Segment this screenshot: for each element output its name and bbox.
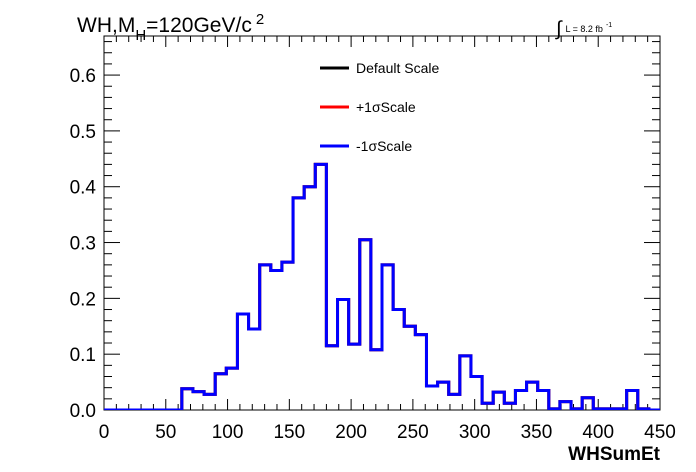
x-tick-label: 200 <box>335 422 367 443</box>
x-tick-label: 400 <box>582 422 614 443</box>
legend-label-2: -1σScale <box>356 138 412 154</box>
y-tick-label: 0.6 <box>70 66 96 87</box>
legend-label-0: Default Scale <box>356 60 439 76</box>
legend-label-1: +1σScale <box>356 99 416 115</box>
series-line-2 <box>104 162 660 410</box>
x-axis-title: WHSumEt <box>568 444 661 465</box>
y-tick-label: 0.2 <box>70 289 96 310</box>
lumi-text: L = 8.2 fb <box>565 24 602 34</box>
y-tick-label: 0.5 <box>70 122 96 143</box>
x-tick-label: 50 <box>155 422 176 443</box>
plot-frame <box>103 35 661 411</box>
x-tick-label: 250 <box>397 422 429 443</box>
y-tick-label: 0.4 <box>70 178 97 199</box>
x-tick-label: 450 <box>644 422 676 443</box>
x-tick-label: 150 <box>273 422 305 443</box>
x-tick-labels: 0 50 100 150 200 250 300 350 400 450 <box>99 422 676 443</box>
x-tick-label: 300 <box>459 422 491 443</box>
lumi-superscript: -1 <box>606 22 612 29</box>
axis-ticks <box>103 36 661 411</box>
y-tick-label: 0.1 <box>70 345 96 366</box>
y-tick-labels: 0.0 0.1 0.2 0.3 0.4 0.5 0.6 <box>70 66 97 422</box>
x-tick-label: 100 <box>212 422 244 443</box>
series-layer <box>104 162 660 410</box>
x-tick-label: 0 <box>99 422 110 443</box>
y-tick-label: 0.3 <box>70 234 96 255</box>
x-tick-label: 350 <box>521 422 553 443</box>
y-tick-label: 0.0 <box>70 401 96 422</box>
legend: Default Scale +1σScale -1σScale <box>320 60 439 154</box>
title-superscript: 2 <box>256 11 264 28</box>
title-middle: =120GeV/c <box>146 14 252 37</box>
lumi-label: ∫ L = 8.2 fb -1 <box>555 18 612 40</box>
chart-title: WH,MH=120GeV/c 2 <box>77 11 264 44</box>
lumi-integral: ∫ <box>555 18 563 40</box>
title-prefix: WH,M <box>77 14 135 37</box>
